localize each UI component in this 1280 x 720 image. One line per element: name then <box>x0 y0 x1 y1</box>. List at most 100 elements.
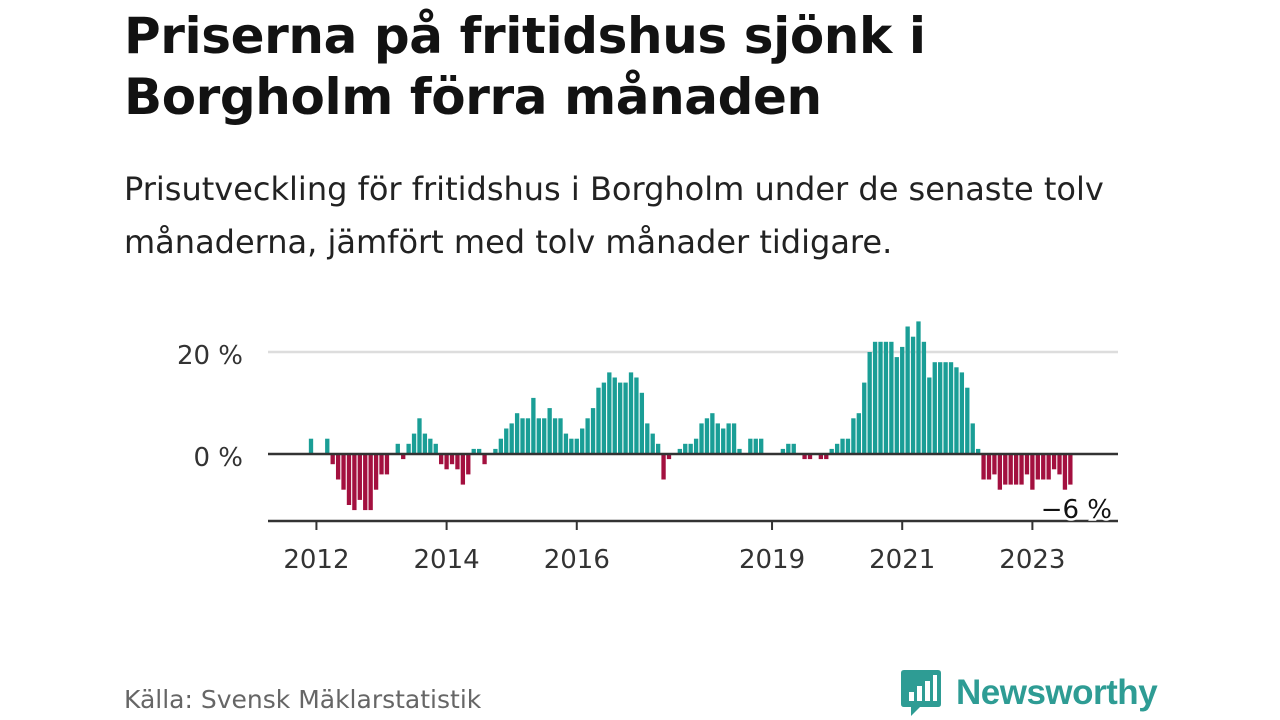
bar <box>867 352 872 454</box>
newsworthy-logo-icon <box>901 670 941 716</box>
bar <box>1013 454 1019 485</box>
brand-logo[interactable]: Newsworthy <box>900 668 1158 718</box>
bar <box>384 454 390 475</box>
y-tick-label: 0 % <box>193 443 243 473</box>
bar <box>932 362 937 454</box>
page-subtitle: Prisutveckling för fritidshus i Borgholm… <box>124 170 1104 261</box>
bar <box>1024 454 1030 475</box>
bar <box>596 387 601 454</box>
bar <box>639 392 645 454</box>
bar <box>862 382 867 454</box>
bar <box>894 357 899 454</box>
bar <box>807 454 813 460</box>
bar <box>851 418 856 454</box>
bar <box>834 443 840 454</box>
bar <box>422 433 428 454</box>
bar <box>509 423 514 454</box>
bar <box>406 443 411 454</box>
bar <box>693 438 699 454</box>
x-tick-label: 2023 <box>999 545 1065 575</box>
bar <box>395 443 400 454</box>
bar <box>363 454 368 511</box>
bars <box>308 321 1073 511</box>
bar <box>574 438 579 454</box>
bar <box>688 443 693 454</box>
bar <box>721 428 726 454</box>
bar <box>731 423 737 454</box>
bar <box>1019 454 1024 485</box>
y-tick-label: 20 % <box>177 341 243 371</box>
bar <box>552 418 558 454</box>
bar <box>547 408 552 454</box>
last-value-label: −6 % <box>1041 495 1112 525</box>
bar <box>704 418 710 454</box>
bar <box>965 387 970 454</box>
bar <box>927 377 932 454</box>
bar <box>580 428 585 454</box>
bar <box>699 423 704 454</box>
bar <box>959 372 965 454</box>
brand-name: Newsworthy <box>956 673 1158 712</box>
bar <box>439 454 444 465</box>
bar <box>737 448 742 454</box>
bar <box>938 362 943 454</box>
bar <box>368 454 373 511</box>
bar <box>715 423 720 454</box>
bar <box>759 438 764 454</box>
bar <box>335 454 341 480</box>
bar <box>569 438 574 454</box>
bar <box>753 438 758 454</box>
bar <box>900 346 905 454</box>
bar <box>954 367 959 454</box>
page-title: Priserna på fritidshus sjönk i Borgholm … <box>124 7 926 126</box>
bar <box>471 448 476 454</box>
bar <box>352 454 357 511</box>
source-note: Källa: Svensk Mäklarstatistik <box>124 685 482 714</box>
bar <box>428 438 433 454</box>
bar <box>786 443 791 454</box>
bar <box>325 438 330 454</box>
bar <box>780 448 786 454</box>
bar <box>401 454 406 460</box>
bar <box>1008 454 1013 485</box>
bar <box>905 326 910 454</box>
bar <box>748 438 753 454</box>
bar <box>726 423 731 454</box>
bar <box>840 438 845 454</box>
bar <box>498 438 503 454</box>
bar <box>466 454 471 475</box>
bar <box>856 413 861 454</box>
x-tick-label: 2016 <box>544 545 610 575</box>
bar <box>655 443 661 454</box>
bar <box>536 418 541 454</box>
bar <box>514 413 520 454</box>
bar <box>802 454 807 460</box>
bar <box>878 341 883 454</box>
bar <box>444 454 449 470</box>
x-tick-label: 2012 <box>283 545 349 575</box>
bar <box>710 413 715 454</box>
bar <box>531 397 536 454</box>
x-tick-label: 2014 <box>414 545 480 575</box>
bar <box>341 454 346 490</box>
bar <box>590 408 596 454</box>
bar <box>411 433 417 454</box>
bar <box>981 454 986 480</box>
bar <box>829 448 834 454</box>
bar <box>677 448 682 454</box>
bar <box>791 443 796 454</box>
bar <box>943 362 948 454</box>
bar <box>997 454 1003 490</box>
bar <box>504 428 509 454</box>
bar <box>433 443 438 454</box>
bar <box>607 372 612 454</box>
bar <box>1062 454 1068 490</box>
bar <box>992 454 997 475</box>
bar <box>970 423 975 454</box>
bar <box>889 341 894 454</box>
bar <box>883 341 889 454</box>
bar <box>986 454 992 480</box>
bar <box>493 448 498 454</box>
bar <box>482 454 487 465</box>
bar <box>1051 454 1057 470</box>
